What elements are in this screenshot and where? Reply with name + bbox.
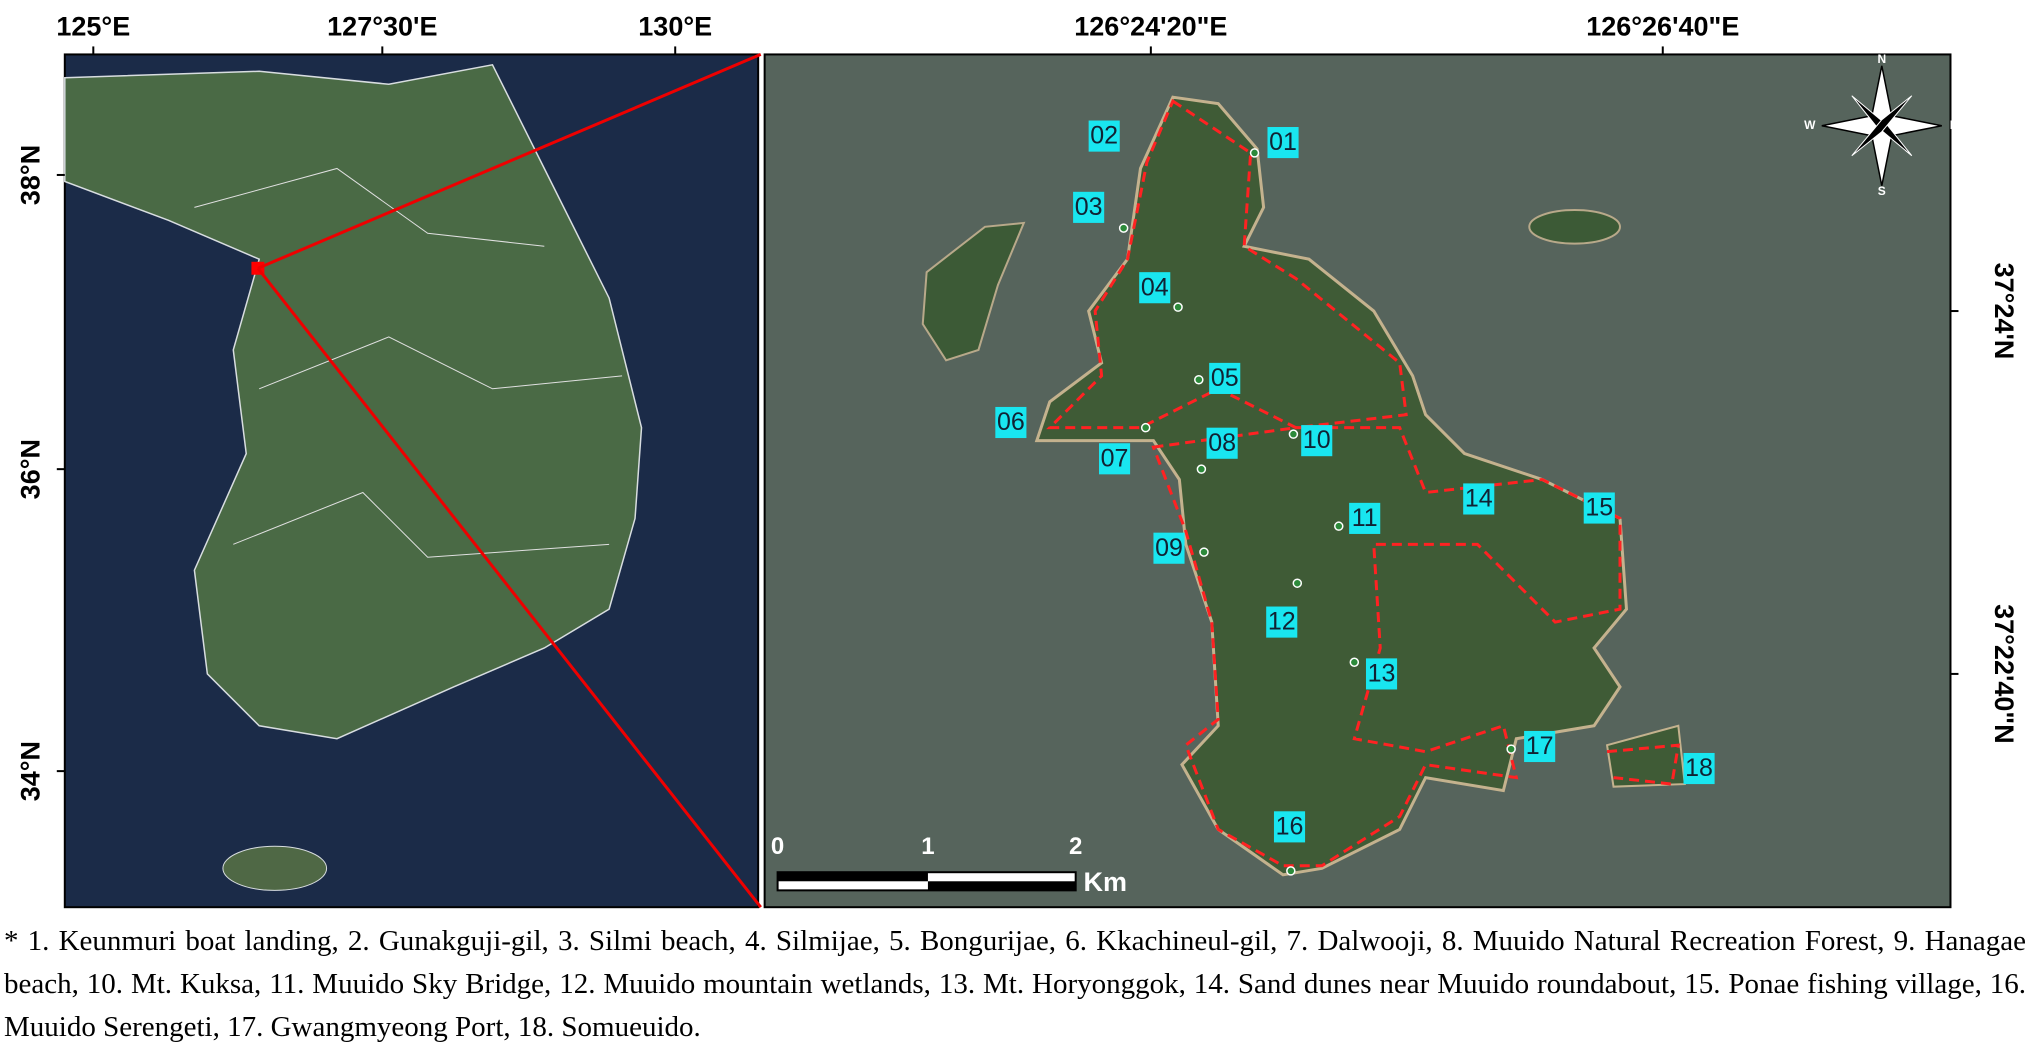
lon-tick-label: 130°E	[638, 12, 712, 42]
scale-tick-label: 0	[771, 833, 784, 860]
site-label-box	[1524, 730, 1556, 763]
site-dot	[1349, 657, 1360, 668]
site-dot	[1506, 744, 1516, 754]
compass-rose	[1851, 95, 1913, 157]
scale-bar	[777, 872, 928, 882]
site-label-box	[1583, 492, 1615, 524]
islet	[921, 221, 1026, 362]
province-borders	[259, 336, 623, 390]
scale-unit: Km	[1083, 867, 1127, 897]
site-dot	[1286, 866, 1296, 876]
site-label: 07	[1101, 444, 1129, 472]
site-dot	[1173, 302, 1183, 312]
site-label-box	[1365, 658, 1398, 690]
site-label-box	[1683, 752, 1715, 785]
site-label-box	[1073, 191, 1105, 223]
scale-bar	[927, 881, 1076, 891]
site-dot	[1249, 148, 1260, 158]
site-label: 01	[1269, 128, 1297, 156]
site-label: 18	[1685, 754, 1713, 782]
inset-line	[257, 53, 762, 270]
site-label: 17	[1526, 732, 1554, 760]
site-label: 14	[1465, 485, 1493, 513]
site-dot	[1334, 521, 1344, 531]
site-label-box	[1349, 502, 1381, 534]
site-label-box	[1266, 606, 1298, 638]
site-label: 16	[1276, 812, 1304, 840]
site-label: 09	[1155, 534, 1183, 562]
compass-letter: S	[1878, 184, 1886, 198]
lon-tick-label: 126°24'20"E	[1074, 12, 1227, 42]
site-label-box	[1209, 362, 1241, 394]
site-label: 06	[997, 408, 1025, 436]
lat-tick-label: 37°22'40"N	[1989, 604, 2019, 744]
site-label-box	[1267, 127, 1299, 159]
site-label-box	[1088, 120, 1120, 152]
islet	[1528, 208, 1622, 245]
trail-boundary	[1151, 426, 1622, 868]
site-label: 04	[1141, 273, 1169, 301]
compass-letter: E	[1950, 118, 1958, 132]
site-label: 11	[1352, 504, 1378, 532]
compass-letter: W	[1804, 118, 1816, 132]
lon-tick-label: 125°E	[56, 12, 130, 42]
lat-tick-label: 36°N	[16, 439, 46, 499]
site-label-box	[1206, 427, 1238, 459]
inset-line	[256, 267, 762, 909]
muuido-island	[1034, 95, 1629, 877]
province-borders	[233, 491, 610, 558]
site-label: 13	[1368, 660, 1396, 688]
site-label-box	[995, 406, 1027, 439]
site-label-box	[1463, 483, 1495, 515]
site-label-box	[1153, 532, 1185, 564]
scale-tick-label: 1	[921, 833, 934, 860]
site-label: 12	[1268, 608, 1296, 636]
trail-boundary	[1606, 743, 1681, 786]
site-dot	[1292, 578, 1303, 588]
lon-tick-label: 126°26'40"E	[1586, 12, 1739, 42]
site-label: 05	[1211, 364, 1239, 392]
site-label: 15	[1585, 494, 1613, 522]
site-label-box	[1273, 811, 1306, 843]
site-label: 03	[1075, 193, 1103, 221]
site-label-box	[1139, 272, 1171, 304]
caption: * 1. Keunmuri boat landing, 2. Gunakguji…	[4, 925, 2026, 1043]
site-label-box	[1099, 443, 1131, 475]
site-dot	[1196, 464, 1207, 474]
site-dot	[1288, 429, 1299, 439]
site-label: 10	[1303, 426, 1331, 454]
compass-letter: N	[1877, 52, 1886, 66]
jeju-island	[222, 845, 328, 891]
site-dot	[1118, 223, 1129, 233]
scale-tick-label: 2	[1069, 833, 1082, 860]
lat-tick-label: 34°N	[16, 741, 46, 801]
site-dot	[1194, 374, 1204, 385]
site-label-box	[1301, 425, 1333, 457]
site-label: 08	[1208, 429, 1236, 457]
lat-tick-label: 37°24'N	[1989, 263, 2019, 360]
lon-tick-label: 127°30'E	[327, 12, 437, 42]
site-dot	[1199, 547, 1209, 557]
lat-tick-label: 38°N	[16, 145, 46, 205]
site-dot	[1140, 422, 1151, 433]
province-borders	[194, 167, 545, 247]
site-label: 02	[1090, 122, 1118, 150]
